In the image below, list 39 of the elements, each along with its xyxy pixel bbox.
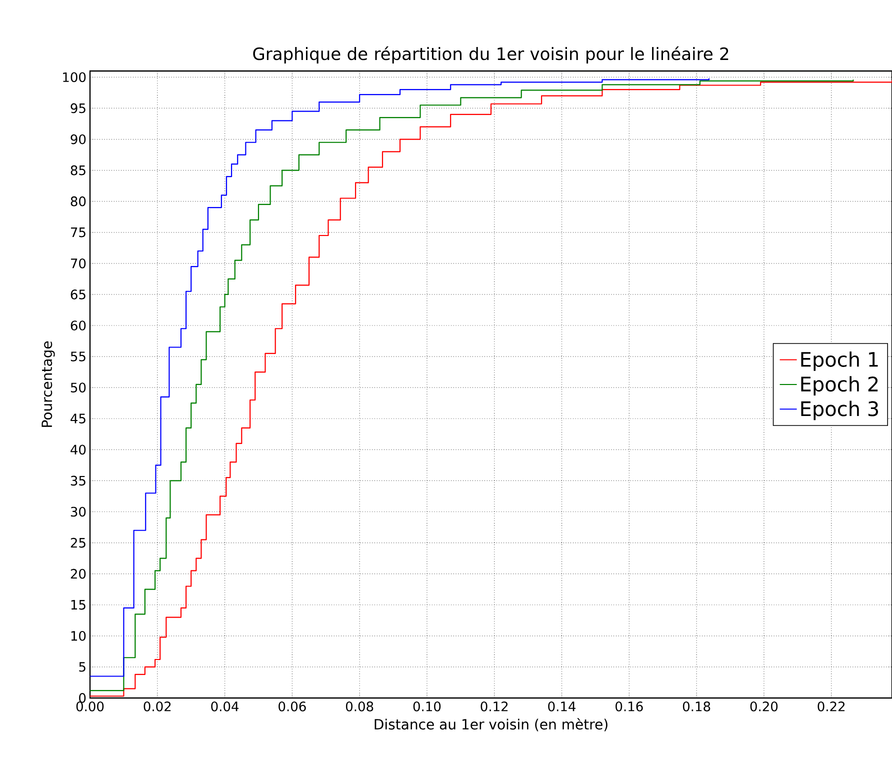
x-tick-label: 0.14 — [548, 701, 576, 712]
y-tick-label: 45 — [70, 414, 86, 424]
y-tick-label: 100 — [63, 72, 86, 82]
legend-label: Epoch 2 — [801, 376, 878, 396]
y-tick-label: 65 — [70, 290, 86, 300]
y-tick-label: 55 — [70, 352, 86, 362]
y-tick-label: 25 — [70, 538, 86, 548]
y-tick-label: 5 — [79, 662, 86, 672]
y-tick-label: 40 — [70, 444, 86, 455]
y-tick-label: 10 — [71, 630, 86, 641]
x-tick-label: 0.12 — [480, 701, 508, 712]
x-tick-label: 0.10 — [413, 701, 441, 712]
y-tick-label: 85 — [70, 165, 86, 176]
chart-title: Graphique de répartition du 1er voisin pour le linéaire 2 — [253, 46, 728, 64]
x-tick-label: 0.18 — [682, 701, 710, 712]
y-tick-label: 0 — [79, 693, 86, 703]
y-tick-label: 30 — [70, 506, 86, 517]
legend-label: Epoch 1 — [801, 351, 878, 371]
x-tick-label: 0.16 — [616, 701, 643, 712]
legend-label: Epoch 3 — [801, 400, 878, 420]
y-tick-label: 80 — [70, 196, 86, 206]
x-tick-label: 0.06 — [278, 701, 306, 712]
y-tick-label: 90 — [70, 134, 86, 144]
y-tick-label: 20 — [70, 568, 86, 579]
y-tick-label: 50 — [70, 382, 86, 393]
x-tick-label: 0.04 — [211, 701, 239, 712]
y-tick-label: 70 — [71, 258, 86, 268]
x-tick-label: 0.22 — [818, 701, 845, 712]
y-tick-label: 60 — [70, 320, 86, 330]
y-tick-label: 15 — [71, 600, 86, 610]
x-axis-title: Distance au 1er voisin (en mètre) — [374, 718, 608, 732]
x-tick-label: 0.00 — [76, 701, 104, 712]
y-tick-label: 95 — [70, 103, 86, 114]
y-axis-title: Pourcentage — [42, 341, 55, 427]
y-tick-label: 35 — [70, 476, 86, 486]
x-tick-label: 0.08 — [346, 701, 374, 712]
x-tick-label: 0.20 — [750, 701, 778, 712]
x-tick-label: 0.02 — [144, 701, 171, 712]
y-tick-label: 75 — [71, 228, 86, 238]
